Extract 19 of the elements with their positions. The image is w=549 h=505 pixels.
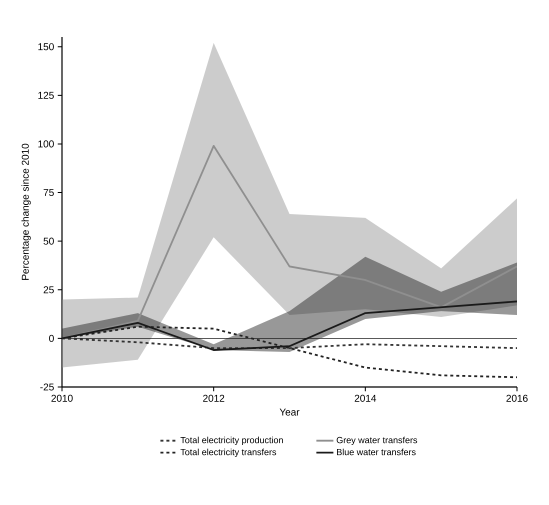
- legend-label: Blue water transfers: [337, 448, 416, 456]
- x-tick-label: 2012: [203, 394, 224, 402]
- legend-label: Grey water transfers: [336, 436, 418, 446]
- y-tick-label: 150: [38, 43, 54, 50]
- x-axis-title: Year: [280, 408, 300, 416]
- legend-label: Total electricity production: [180, 436, 283, 446]
- x-tick-label: 2010: [51, 394, 73, 402]
- y-tick-label: 100: [38, 140, 54, 148]
- y-tick-label: -25: [40, 383, 54, 391]
- y-tick-label: 25: [44, 286, 54, 294]
- y-axis-title: Percentage change since 2010: [21, 144, 31, 280]
- y-tick-label: 50: [44, 238, 54, 245]
- legend-label: Total electricity transfers: [180, 448, 276, 458]
- line-series: [62, 144, 517, 340]
- x-tick-label: 2016: [506, 394, 528, 402]
- y-tick-label: 75: [44, 189, 54, 196]
- y-tick-label: 125: [38, 92, 54, 99]
- x-tick-label: 2014: [354, 394, 376, 402]
- y-tick-label: 0: [49, 334, 54, 342]
